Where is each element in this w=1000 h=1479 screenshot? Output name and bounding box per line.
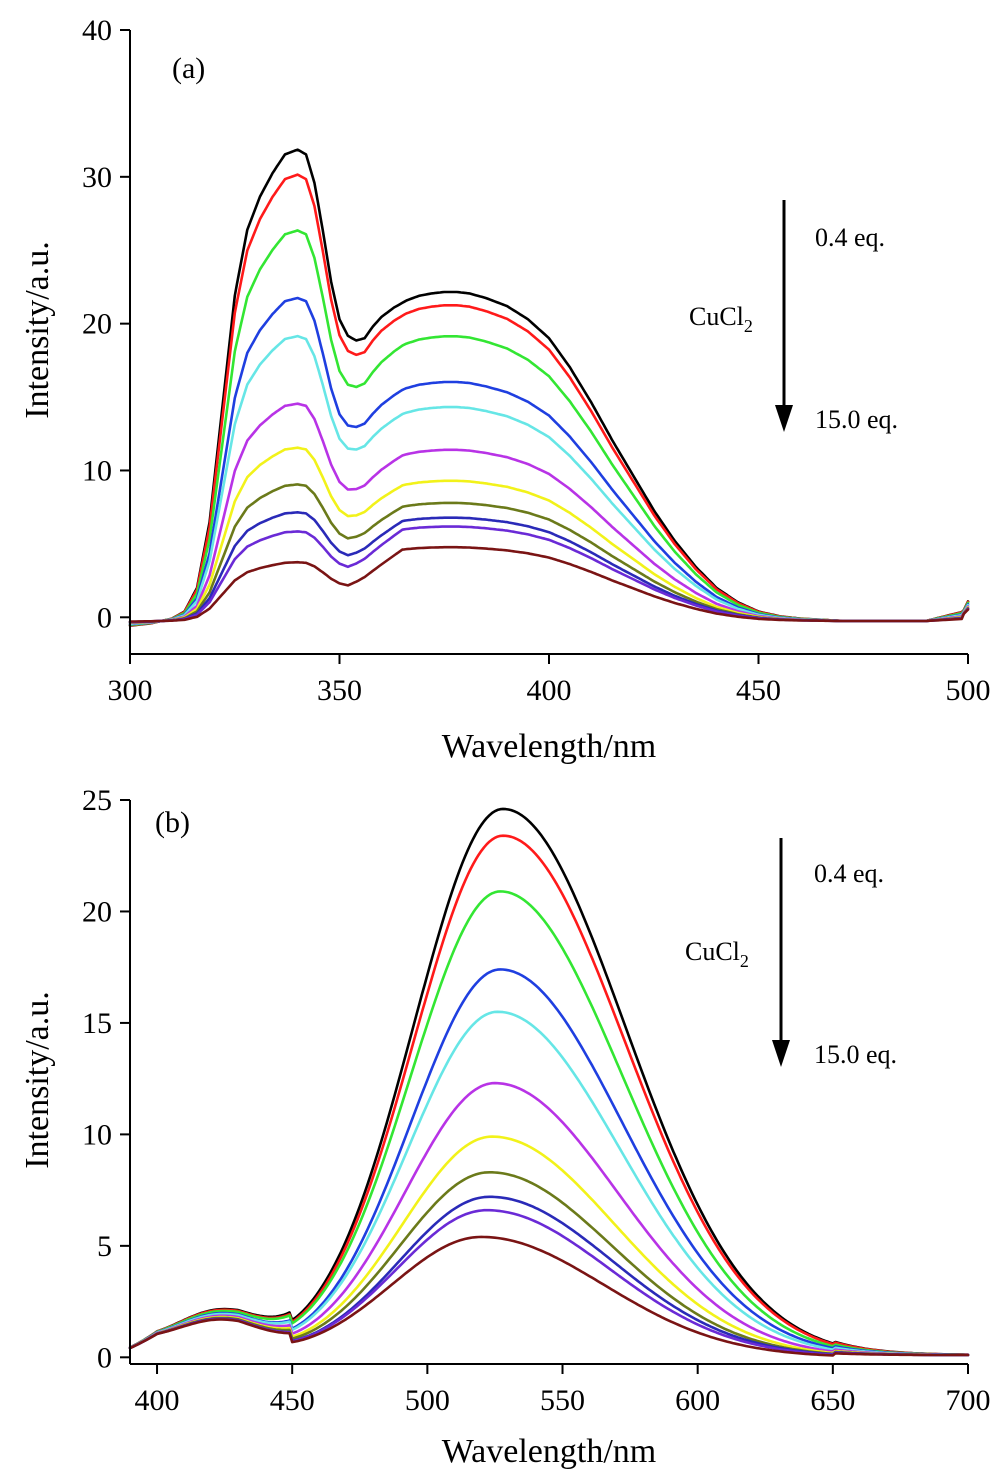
- panel-a-series-line-4: [128, 296, 970, 626]
- panel-a-chart: 0 10 20 30 40 300 350 400 450 500 (a) Wavelength…: [19, 14, 991, 765]
- panel-b-end-label: 15.0 eq.: [814, 1040, 897, 1069]
- panel-a-series-line-8: [128, 483, 970, 624]
- panel-a-x-tick-label: 450: [736, 674, 781, 707]
- panel-b-series-line-6: [128, 1081, 970, 1357]
- panel-a-y-tick-label: 10: [82, 454, 112, 487]
- panel-b-x-tick-label: 500: [405, 1384, 450, 1417]
- panel-b-x-tick-label: 650: [810, 1384, 855, 1417]
- panel-b-series-group: [128, 807, 970, 1357]
- panel-b-y-ticks: 0 5 10 15 20 25: [82, 784, 130, 1374]
- panel-b-x-tick-label: 450: [270, 1384, 315, 1417]
- panel-b-start-label: 0.4 eq.: [814, 859, 884, 888]
- panel-a-series-line-10: [128, 525, 970, 624]
- panel-b-series-line-11: [128, 1235, 970, 1357]
- panel-a-arrow-head: [775, 405, 793, 432]
- panel-b-y-tick-label: 10: [82, 1118, 112, 1151]
- panel-b-reagent-label: CuCl2: [685, 937, 749, 971]
- panel-b-series-line-4: [128, 968, 970, 1357]
- panel-b-series-line-1: [128, 807, 970, 1356]
- panel-a-y-tick-label: 0: [97, 601, 112, 634]
- panel-b-y-tick-label: 0: [97, 1341, 112, 1374]
- panel-a-y-axis-title: Intensity/a.u.: [19, 241, 56, 419]
- panel-b-y-tick-label: 25: [82, 784, 112, 817]
- panel-b-series-line-10: [128, 1208, 970, 1357]
- panel-b-chart: 0 5 10 15 20 25 400 450 500 550 600 650 700 (b) Wav…: [19, 784, 991, 1470]
- panel-a-series-line-1: [128, 148, 970, 627]
- panel-b-x-ticks: 400 450 500 550 600 650 700: [135, 1364, 991, 1417]
- panel-b-x-tick-label: 700: [946, 1384, 991, 1417]
- panel-a-x-tick-label: 300: [108, 674, 153, 707]
- panel-a-x-ticks: 300 350 400 450 500: [108, 654, 991, 707]
- panel-b-x-axis-title: Wavelength/nm: [442, 1433, 656, 1470]
- panel-a-x-tick-label: 500: [946, 674, 991, 707]
- panel-b-x-tick-label: 550: [540, 1384, 585, 1417]
- panel-b-arrow-head: [772, 1040, 790, 1067]
- panel-a-series-line-5: [128, 334, 970, 626]
- panel-a-y-tick-label: 20: [82, 308, 112, 341]
- panel-a-x-tick-label: 400: [527, 674, 572, 707]
- panel-a-label: (a): [172, 52, 205, 85]
- panel-a-start-label: 0.4 eq.: [815, 223, 885, 252]
- panel-b-y-tick-label: 15: [82, 1007, 112, 1040]
- panel-a-end-label: 15.0 eq.: [815, 405, 898, 434]
- panel-b-series-line-5: [128, 1010, 970, 1357]
- panel-b-y-axis-title: Intensity/a.u.: [19, 991, 56, 1169]
- panel-b-series-line-3: [128, 890, 970, 1357]
- panel-a-series-line-9: [128, 510, 970, 624]
- panel-a-y-ticks: 0 10 20 30 40: [82, 14, 130, 634]
- panel-a-series-group: [128, 148, 970, 627]
- panel-b-x-tick-label: 400: [135, 1384, 180, 1417]
- panel-a-x-axis-title: Wavelength/nm: [442, 728, 656, 765]
- panel-b-series-line-9: [128, 1195, 970, 1357]
- panel-b-label: (b): [155, 806, 190, 839]
- panel-a-x-tick-label: 350: [317, 674, 362, 707]
- panel-a-series-line-11: [128, 545, 970, 623]
- panel-b-x-tick-label: 600: [675, 1384, 720, 1417]
- panel-a-y-tick-label: 30: [82, 161, 112, 194]
- panel-b-y-tick-label: 5: [97, 1230, 112, 1263]
- panel-a-reagent-label: CuCl2: [689, 302, 753, 336]
- panel-b-y-tick-label: 20: [82, 895, 112, 928]
- panel-a-y-tick-label: 40: [82, 14, 112, 47]
- panel-b-series-line-2: [128, 834, 970, 1356]
